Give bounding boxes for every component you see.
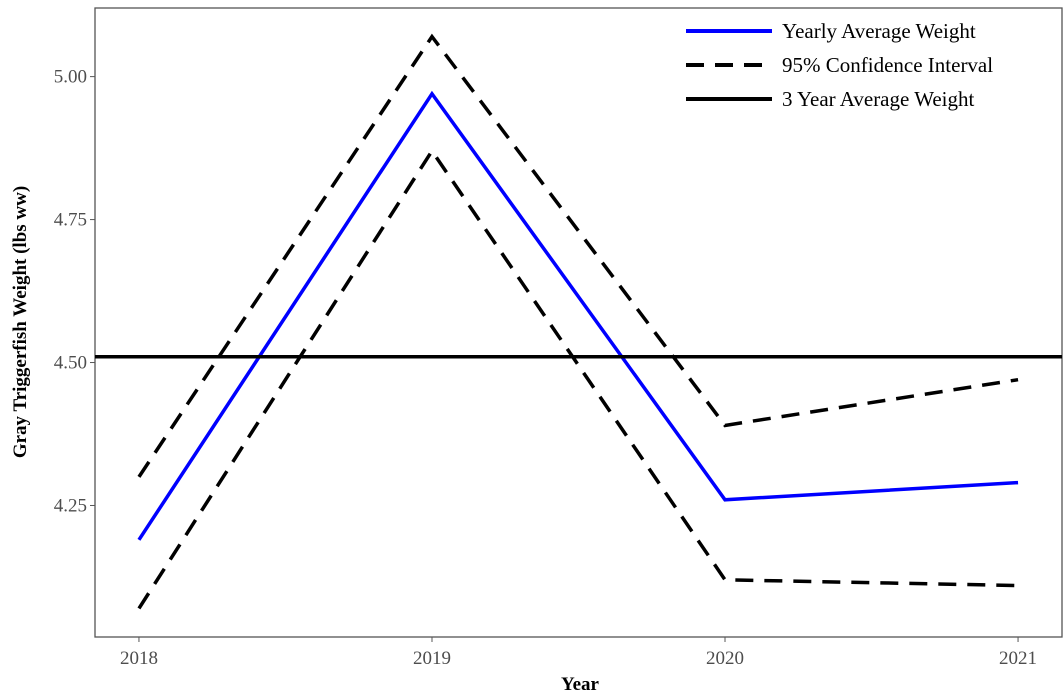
y-tick-label: 4.75 bbox=[54, 210, 87, 231]
legend-label: Yearly Average Weight bbox=[782, 19, 976, 43]
x-tick-label: 2018 bbox=[120, 648, 158, 669]
x-tick-label: 2019 bbox=[413, 648, 451, 669]
y-axis-title: Gray Triggerfish Weight (lbs ww) bbox=[10, 186, 31, 458]
legend-label: 3 Year Average Weight bbox=[782, 87, 974, 111]
y-tick-label: 4.25 bbox=[54, 495, 87, 516]
legend-label: 95% Confidence Interval bbox=[782, 53, 993, 77]
series-line bbox=[137, 147, 1019, 610]
plot-frame bbox=[94, 7, 1063, 638]
x-tick-label: 2021 bbox=[999, 648, 1037, 669]
series-line bbox=[137, 33, 1019, 478]
y-tick-label: 4.50 bbox=[54, 353, 87, 374]
series-line bbox=[137, 90, 1019, 541]
x-axis-title: Year bbox=[561, 674, 600, 695]
x-tick-label: 2020 bbox=[706, 648, 744, 669]
y-tick-label: 5.00 bbox=[54, 67, 87, 88]
